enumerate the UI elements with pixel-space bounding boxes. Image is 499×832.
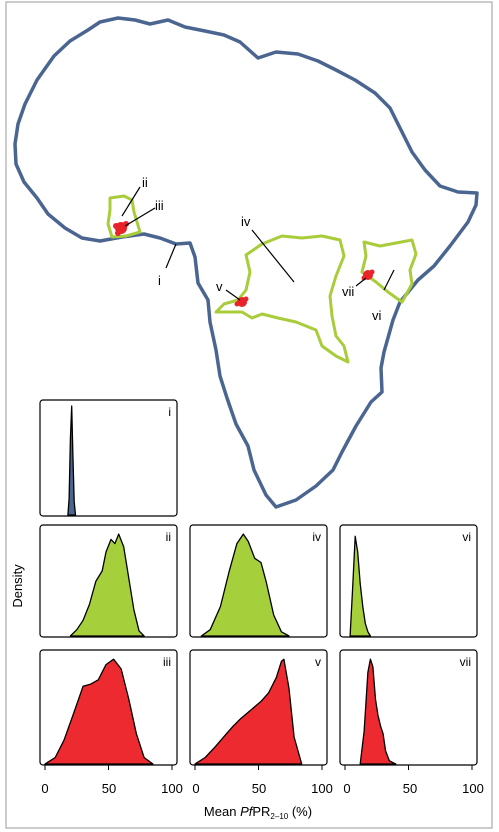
- leader-line-i: [165, 243, 177, 269]
- density-area-v: [194, 658, 303, 765]
- density-area-ii: [69, 533, 145, 637]
- map-label-vi: vi: [372, 308, 382, 323]
- x-tick-50-col3: 50: [403, 781, 417, 796]
- x-tick-labels: 0 50 100 0 50 100 0 50 100: [41, 781, 483, 796]
- map-label-i: i: [158, 273, 161, 288]
- map-label-v: v: [216, 279, 223, 294]
- panel-label-iv: iv: [312, 530, 321, 544]
- leader-line-v: [225, 289, 241, 301]
- x-axis-label-sub: 2–10: [270, 812, 288, 821]
- site-markers: [113, 221, 375, 307]
- panel-label-i: i: [168, 405, 171, 419]
- x-tick-50-col2: 50: [252, 781, 266, 796]
- density-area-vii: [359, 658, 397, 765]
- panel-label-v: v: [315, 655, 321, 669]
- map-label-iv: iv: [241, 214, 251, 229]
- x-axis-label-prefix: Mean: [204, 804, 240, 819]
- panel-frame-vi: [339, 524, 478, 638]
- density-area-iv: [200, 533, 290, 637]
- map-label-iii: iii: [155, 198, 164, 213]
- x-tick-0-col3: 0: [343, 781, 350, 796]
- panel-label-iii: iii: [163, 655, 171, 669]
- x-axis-label: Mean PfPR2–10 (%): [204, 804, 312, 821]
- leader-line-vii: [355, 277, 367, 287]
- x-tick-100-col1: 100: [161, 781, 183, 796]
- drc-outline: [214, 234, 350, 364]
- map-label-vii: vii: [342, 284, 354, 299]
- kenya-outline: [360, 238, 418, 304]
- leader-lines: [121, 186, 395, 301]
- leader-line-ii: [121, 186, 141, 217]
- x-tick-0-col2: 0: [192, 781, 199, 796]
- x-axis-label-pr: PR: [252, 804, 270, 819]
- panel-label-ii: ii: [166, 530, 171, 544]
- africa-outline: [13, 16, 479, 509]
- leader-line-iv: [251, 229, 295, 283]
- density-area-vi: [349, 535, 372, 637]
- x-tick-100-col3: 100: [462, 781, 484, 796]
- panel-label-vi: vi: [462, 530, 471, 544]
- panel-frame-i: [39, 399, 178, 517]
- x-tick-0-col1: 0: [41, 781, 48, 796]
- leader-line-iii: [124, 207, 156, 227]
- density-area-i: [67, 405, 77, 516]
- leader-line-vi: [383, 269, 395, 291]
- x-tick-50-col1: 50: [102, 781, 116, 796]
- map-label-ii: ii: [142, 175, 148, 190]
- figure-frame: [5, 1, 493, 829]
- x-axis-label-suffix: (%): [288, 804, 312, 819]
- ghana-outline: [106, 194, 142, 239]
- panel-frame-iv: [189, 524, 328, 638]
- x-axis-label-italic: Pf: [240, 804, 254, 819]
- x-tick-100-col2: 100: [311, 781, 333, 796]
- panel-frame-vii: [339, 649, 478, 766]
- panel-label-vii: vii: [460, 655, 471, 669]
- y-axis-label: Density: [10, 564, 25, 608]
- panel-frame-ii: [39, 524, 178, 638]
- density-area-iii: [44, 658, 154, 765]
